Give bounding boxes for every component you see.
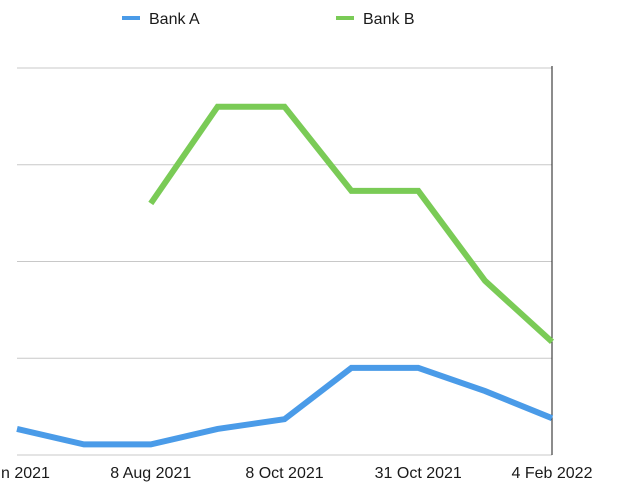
- x-tick-label: 4 Feb 2022: [512, 465, 593, 482]
- series-line-bank-b: [148, 103, 555, 345]
- x-tick-label: 8 Oct 2021: [245, 465, 323, 482]
- legend-label-bank-a: Bank A: [149, 11, 200, 28]
- x-tick-label: 31 Oct 2021: [375, 465, 462, 482]
- series-lines: [16, 103, 555, 448]
- x-tick-label: 8 Aug 2021: [110, 465, 191, 482]
- x-tick-label: Jun 2021: [0, 465, 50, 482]
- x-axis-ticks: Jun 2021 8 Aug 2021 8 Oct 2021 31 Oct 2021 4…: [0, 465, 593, 482]
- gridlines: [17, 66, 553, 456]
- series-line-bank-a: [16, 364, 554, 448]
- legend-label-bank-b: Bank B: [363, 11, 415, 28]
- legend: Bank A Bank B: [122, 11, 415, 28]
